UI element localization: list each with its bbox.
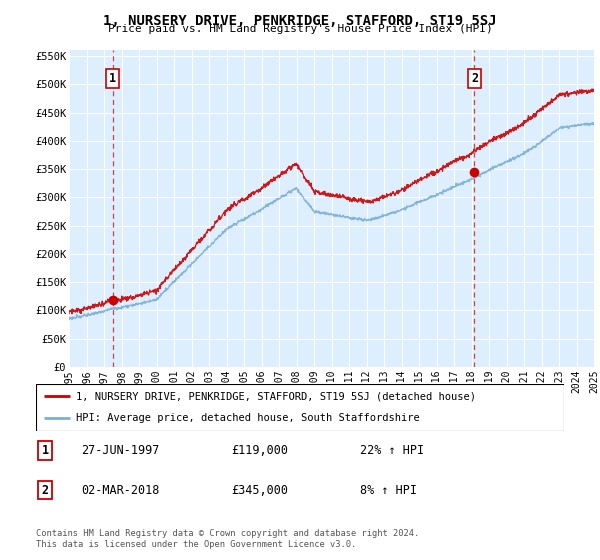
Text: 1: 1 xyxy=(41,444,49,458)
Text: £119,000: £119,000 xyxy=(231,444,288,458)
Text: 1: 1 xyxy=(109,72,116,85)
Text: 2: 2 xyxy=(471,72,478,85)
Text: 1, NURSERY DRIVE, PENKRIDGE, STAFFORD, ST19 5SJ: 1, NURSERY DRIVE, PENKRIDGE, STAFFORD, S… xyxy=(103,14,497,28)
Text: Price paid vs. HM Land Registry's House Price Index (HPI): Price paid vs. HM Land Registry's House … xyxy=(107,24,493,34)
Text: 8% ↑ HPI: 8% ↑ HPI xyxy=(360,483,417,497)
Text: 22% ↑ HPI: 22% ↑ HPI xyxy=(360,444,424,458)
Text: Contains HM Land Registry data © Crown copyright and database right 2024.
This d: Contains HM Land Registry data © Crown c… xyxy=(36,529,419,549)
Text: 2: 2 xyxy=(41,483,49,497)
Text: 1, NURSERY DRIVE, PENKRIDGE, STAFFORD, ST19 5SJ (detached house): 1, NURSERY DRIVE, PENKRIDGE, STAFFORD, S… xyxy=(76,391,476,402)
Text: HPI: Average price, detached house, South Staffordshire: HPI: Average price, detached house, Sout… xyxy=(76,413,419,423)
Text: £345,000: £345,000 xyxy=(231,483,288,497)
Text: 02-MAR-2018: 02-MAR-2018 xyxy=(81,483,160,497)
Text: 27-JUN-1997: 27-JUN-1997 xyxy=(81,444,160,458)
